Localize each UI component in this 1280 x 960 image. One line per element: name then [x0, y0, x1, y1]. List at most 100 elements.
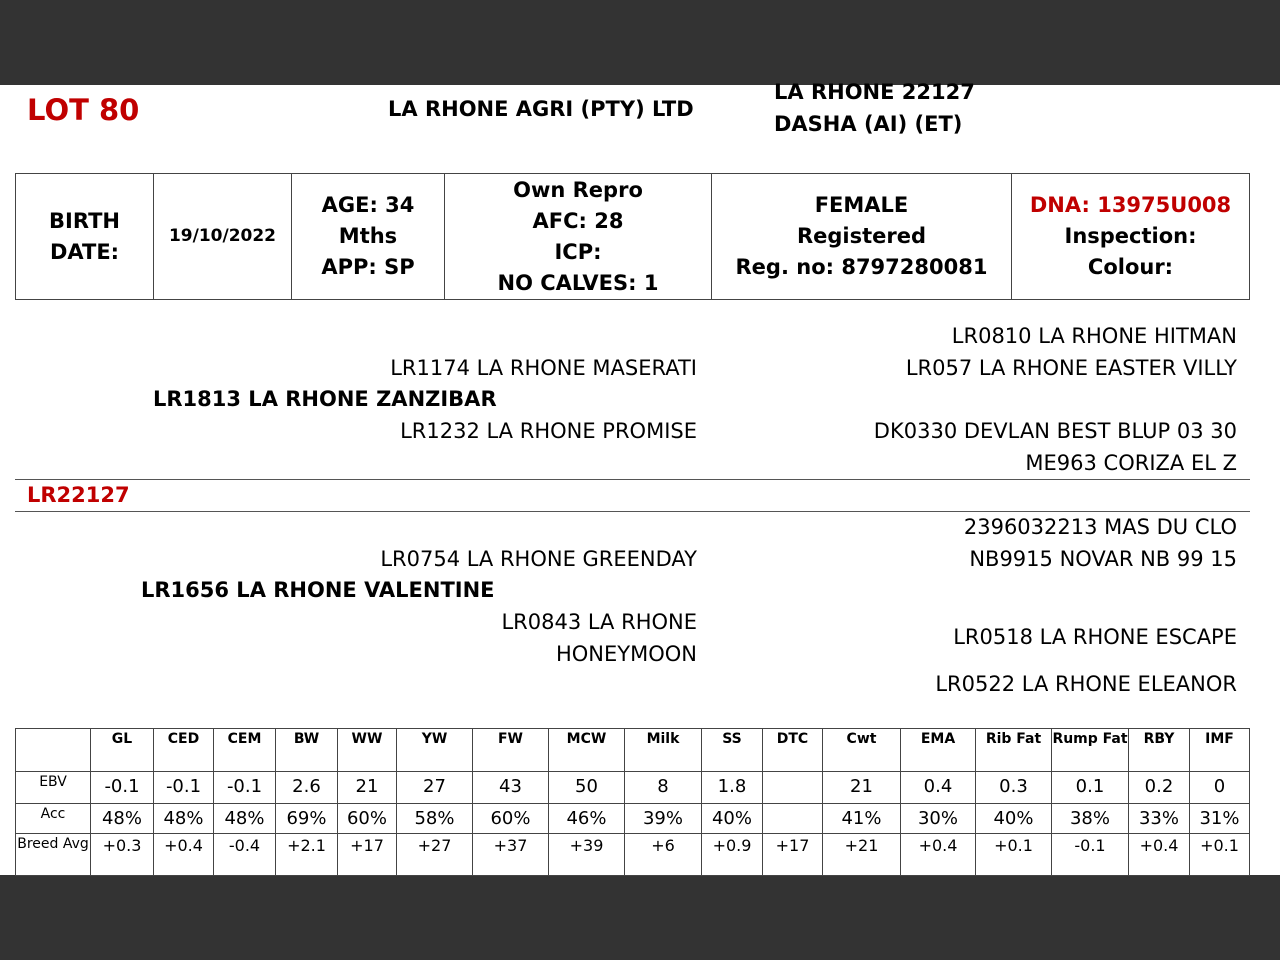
ebv-header: Milk [624, 728, 702, 772]
ebv-header: IMF [1189, 728, 1250, 772]
ebv-header: YW [396, 728, 473, 772]
ebv-value: 50 [548, 771, 625, 804]
ebv-value: 40% [975, 803, 1052, 834]
ebv-header: Cwt [822, 728, 901, 772]
ebv-value: 27 [396, 771, 473, 804]
animal-name-2: DASHA (AI) (ET) [774, 112, 963, 136]
ebv-value: +17 [762, 833, 823, 876]
ebv-value: 0.2 [1128, 771, 1190, 804]
row-label: Breed Avg [15, 833, 91, 876]
divider [15, 511, 1250, 512]
breeder-name: LA RHONE AGRI (PTY) LTD [388, 97, 694, 121]
ebv-value: +39 [548, 833, 625, 876]
ebv-header: FW [472, 728, 549, 772]
ebv-value: +0.1 [1189, 833, 1250, 876]
ebv-header: WW [337, 728, 397, 772]
ebv-value: 2.6 [275, 771, 338, 804]
ebv-value: +0.4 [1128, 833, 1190, 876]
ebv-row: EBV -0.1 -0.1 -0.1 2.6 21 27 43 50 8 1.8 21 0.4 0.3 0.… [15, 771, 1250, 804]
ebv-header: RBY [1128, 728, 1190, 772]
ebv-value: +0.9 [701, 833, 763, 876]
registration-cell: FEMALE Registered Reg. no: 8797280081 [711, 173, 1012, 300]
sire: LR1813 LA RHONE ZANZIBAR [153, 387, 497, 411]
ebv-header: BW [275, 728, 338, 772]
ebv-value: +0.4 [153, 833, 214, 876]
ebv-value: +17 [337, 833, 397, 876]
divider [15, 479, 1250, 480]
ebv-header: Rib Fat [975, 728, 1052, 772]
ebv-value: 31% [1189, 803, 1250, 834]
ebv-value: 0.3 [975, 771, 1052, 804]
ebv-header: Rump Fat [1051, 728, 1129, 772]
ebv-table: GL CED CEM BW WW YW FW MCW Milk SS DTC Cwt EMA Rib Fa… [15, 728, 1250, 876]
ebv-header-row: GL CED CEM BW WW YW FW MCW Milk SS DTC Cwt EMA Rib Fa… [15, 728, 1250, 772]
age-cell: AGE: 34 Mths APP: SP [291, 173, 445, 300]
sire-sire: LR1174 LA RHONE MASERATI [390, 356, 697, 380]
sss: LR0810 LA RHONE HITMAN [951, 324, 1237, 348]
ebv-value: 48% [90, 803, 154, 834]
dsd: NB9915 NOVAR NB 99 15 [969, 547, 1237, 571]
ebv-value: -0.1 [153, 771, 214, 804]
ebv-value: +37 [472, 833, 549, 876]
corner-cell [15, 728, 91, 772]
ebv-value: 41% [822, 803, 901, 834]
ebv-value [762, 803, 823, 834]
ebv-value: -0.1 [213, 771, 276, 804]
row-label: Acc [15, 803, 91, 834]
ebv-value: 0.1 [1051, 771, 1129, 804]
ebv-value: 21 [337, 771, 397, 804]
ebv-header: CED [153, 728, 214, 772]
ebv-value [762, 771, 823, 804]
ebv-header: CEM [213, 728, 276, 772]
dss: 2396032213 MAS DU CLO [963, 515, 1237, 539]
ebv-value: 69% [275, 803, 338, 834]
ebv-value: 46% [548, 803, 625, 834]
ebv-header: SS [701, 728, 763, 772]
ebv-value: 43 [472, 771, 549, 804]
ebv-value: +0.1 [975, 833, 1052, 876]
ebv-value: +27 [396, 833, 473, 876]
ebv-value: 48% [153, 803, 214, 834]
animal-id: LR22127 [27, 483, 130, 507]
sds: DK0330 DEVLAN BEST BLUP 03 30 [873, 419, 1237, 443]
dds: LR0518 LA RHONE ESCAPE [953, 625, 1237, 649]
ebv-value: +0.3 [90, 833, 154, 876]
ebv-value: 48% [213, 803, 276, 834]
repro-cell: Own Repro AFC: 28 ICP: NO CALVES: 1 [444, 173, 712, 300]
ebv-value: +6 [624, 833, 702, 876]
row-label: EBV [15, 771, 91, 804]
dna-cell: DNA: 13975U008 Inspection: Colour: [1011, 173, 1250, 300]
ebv-row: Breed Avg +0.3 +0.4 -0.4 +2.1 +17 +27 +37 +39 +6 +… [15, 833, 1250, 876]
ebv-value: 60% [472, 803, 549, 834]
ebv-value: -0.1 [90, 771, 154, 804]
ebv-value: 38% [1051, 803, 1129, 834]
info-table: BIRTH DATE: 19/10/2022 AGE: 34 Mths APP: SP… [15, 173, 1250, 300]
ebv-value: +2.1 [275, 833, 338, 876]
dam: LR1656 LA RHONE VALENTINE [141, 578, 495, 602]
ssd: LR057 LA RHONE EASTER VILLY [905, 356, 1237, 380]
ebv-value: 58% [396, 803, 473, 834]
birth-label: BIRTH DATE: [15, 173, 154, 300]
ebv-value: +0.4 [900, 833, 976, 876]
dam-dam-1: LR0843 LA RHONE [501, 610, 697, 634]
ebv-row: Acc 48% 48% 48% 69% 60% 58% 60% 46% 39% 40% 41% 30% 4… [15, 803, 1250, 834]
ebv-value: 0 [1189, 771, 1250, 804]
ebv-header: EMA [900, 728, 976, 772]
ebv-value: 0.4 [900, 771, 976, 804]
sire-dam: LR1232 LA RHONE PROMISE [400, 419, 697, 443]
ebv-value: 40% [701, 803, 763, 834]
ebv-value: 33% [1128, 803, 1190, 834]
ebv-value: 8 [624, 771, 702, 804]
ebv-value: -0.4 [213, 833, 276, 876]
ebv-value: 1.8 [701, 771, 763, 804]
ebv-value: 21 [822, 771, 901, 804]
ebv-header: DTC [762, 728, 823, 772]
dam-dam-2: HONEYMOON [555, 642, 697, 666]
ebv-header: GL [90, 728, 154, 772]
birth-date: 19/10/2022 [153, 173, 292, 300]
sdd: ME963 CORIZA EL Z [1025, 451, 1237, 475]
ebv-value: -0.1 [1051, 833, 1129, 876]
lot-number: LOT 80 [27, 93, 140, 127]
ebv-value: +21 [822, 833, 901, 876]
lot-sheet: LOT 80 LA RHONE AGRI (PTY) LTD LA RHONE … [0, 80, 1280, 876]
